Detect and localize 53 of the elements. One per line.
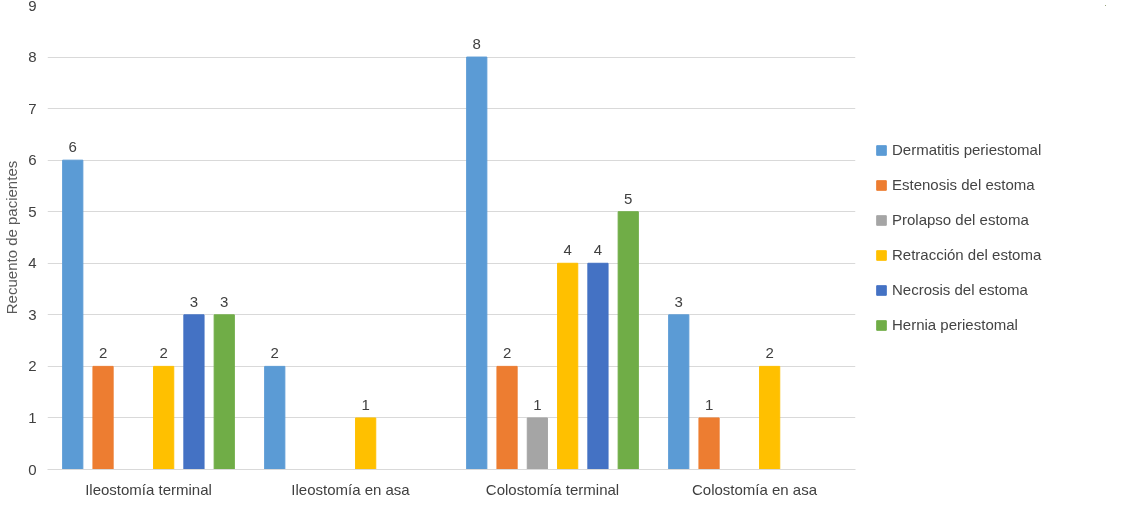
bar (466, 56, 488, 470)
data-label: 3 (674, 292, 683, 310)
y-tick-label: 5 (28, 202, 37, 220)
legend-label: Estenosis del estoma (892, 176, 1035, 193)
bar (668, 314, 690, 470)
legend-label: Hernia periestomal (892, 316, 1018, 333)
data-label: 4 (563, 241, 572, 259)
data-label: 1 (361, 395, 370, 413)
bar (698, 417, 720, 470)
data-label: 2 (98, 344, 108, 362)
data-label: 2 (765, 344, 774, 362)
y-tick-label: 9 (28, 0, 37, 14)
data-label: 2 (270, 344, 279, 362)
legend-label: Retracción del estoma (892, 246, 1042, 263)
y-tick-label: 2 (28, 357, 37, 375)
bar (587, 262, 609, 470)
y-tick-label: 3 (28, 305, 37, 323)
bar (617, 211, 639, 470)
bar (92, 365, 114, 470)
legend-label: Necrosis del estoma (892, 281, 1028, 298)
bar (355, 417, 377, 470)
bar (557, 262, 579, 470)
y-tick-label: 7 (28, 99, 37, 117)
data-label: 4 (593, 241, 603, 259)
data-label: 2 (502, 344, 512, 362)
data-label: 8 (472, 35, 481, 53)
bar (496, 365, 518, 470)
legend-label: Prolapso del estoma (892, 211, 1029, 228)
bar (213, 314, 235, 470)
bar (62, 159, 84, 470)
y-tick-label: 0 (28, 460, 37, 478)
data-label: 1 (533, 395, 542, 413)
y-tick-label: 6 (28, 151, 37, 169)
y-tick-label: 4 (28, 254, 37, 272)
data-label: 5 (624, 189, 633, 207)
bar (264, 365, 286, 470)
x-tick-label: Colostomía en asa (691, 480, 818, 498)
data-label: 3 (220, 292, 229, 310)
data-label: 2 (159, 344, 168, 362)
bar (759, 365, 781, 470)
data-label: 1 (704, 395, 714, 413)
bar (183, 314, 205, 470)
bar (153, 365, 175, 470)
data-label: 3 (189, 292, 199, 310)
bar (526, 417, 548, 470)
x-tick-label: Colostomía terminal (485, 480, 620, 498)
y-tick-label: 8 (28, 48, 37, 66)
x-tick-label: Ileostomía en asa (291, 480, 411, 498)
legend-label: Dermatitis periestomal (892, 141, 1042, 158)
x-tick-label: Ileostomía terminal (85, 480, 212, 498)
y-tick-label: 1 (28, 408, 37, 426)
y-axis-title: Recuento de pacientes (3, 160, 21, 315)
data-label: 6 (68, 138, 77, 156)
